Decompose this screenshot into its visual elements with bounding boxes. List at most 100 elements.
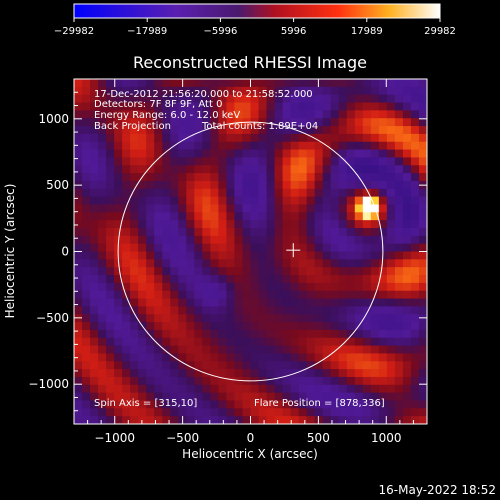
heatmap-cell [226, 408, 236, 417]
heatmap-cell [122, 369, 131, 378]
heatmap-cell [186, 235, 195, 245]
heatmap-cell [370, 306, 380, 315]
heatmap-cell [122, 79, 131, 88]
heatmap-cell [282, 337, 292, 347]
heatmap-cell [418, 392, 427, 402]
heatmap-cell [418, 400, 427, 409]
heatmap-cell [154, 337, 163, 347]
heatmap-cell [402, 306, 412, 315]
heatmap-cell [298, 337, 308, 347]
heatmap-cell [74, 204, 83, 213]
heatmap-cell [402, 259, 412, 268]
heatmap-cell [82, 180, 91, 190]
heatmap-cell [274, 392, 284, 402]
heatmap-cell [210, 204, 220, 213]
heatmap-cell [386, 314, 396, 323]
heatmap-cell [378, 361, 388, 370]
heatmap-cell [130, 173, 139, 182]
heatmap-cell [114, 384, 123, 394]
heatmap-cell [274, 306, 284, 315]
heatmap-cell [282, 180, 292, 190]
heatmap-cell [210, 212, 220, 221]
heatmap-cell [226, 353, 236, 362]
heatmap-cell [298, 149, 308, 159]
heatmap-cell [354, 79, 364, 88]
heatmap-cell [178, 227, 187, 237]
heatmap-cell [386, 345, 396, 355]
heatmap-cell [186, 392, 195, 402]
heatmap-cell [290, 376, 300, 386]
heatmap-cell [170, 306, 179, 315]
heatmap-cell [82, 322, 91, 331]
heatmap-cell [218, 298, 228, 307]
heatmap-cell [354, 220, 364, 229]
heatmap-cell [394, 133, 404, 143]
heatmap-cell [266, 306, 276, 315]
heatmap-cell [306, 133, 316, 143]
heatmap-cell [154, 102, 163, 111]
heatmap-cell [170, 227, 179, 237]
heatmap-cell [346, 329, 356, 339]
heatmap-cell [82, 118, 91, 127]
heatmap-cell [234, 376, 244, 386]
heatmap-cell [138, 243, 147, 253]
heatmap-cell [162, 259, 171, 268]
heatmap-cell [354, 306, 364, 315]
heatmap-cell [250, 361, 260, 370]
heatmap-cell [346, 173, 356, 182]
heatmap-cell [362, 275, 372, 284]
heatmap-cell [394, 196, 404, 206]
heatmap-cell [138, 376, 147, 386]
heatmap-cell [162, 94, 171, 104]
heatmap-cell [106, 86, 115, 96]
heatmap-cell [106, 298, 115, 307]
heatmap-cell [306, 384, 316, 394]
heatmap-cell [226, 282, 236, 292]
heatmap-cell [250, 180, 260, 190]
heatmap-cell [282, 141, 292, 151]
heatmap-cell [202, 267, 211, 276]
heatmap-cell [74, 79, 83, 88]
heatmap-cell [154, 79, 163, 88]
heatmap-cell [322, 212, 332, 221]
heatmap-cell [378, 376, 388, 386]
heatmap-cell [162, 126, 171, 135]
heatmap-cell [202, 133, 211, 143]
heatmap-cell [298, 86, 308, 96]
heatmap-cell [98, 149, 107, 159]
heatmap-cell [418, 353, 427, 362]
heatmap-cell [90, 353, 99, 362]
heatmap-cell [346, 180, 356, 190]
heatmap-cell [378, 212, 388, 221]
heatmap-cell [114, 188, 123, 198]
heatmap-cell [194, 267, 203, 276]
heatmap-cell [290, 337, 300, 347]
heatmap-cell [178, 196, 187, 206]
heatmap-cell [226, 369, 236, 378]
heatmap-cell [186, 369, 195, 378]
heatmap-cell [402, 102, 412, 111]
heatmap-cell [266, 243, 276, 253]
heatmap-cell [378, 400, 388, 409]
heatmap-cell [274, 275, 284, 284]
heatmap-cell [242, 384, 252, 394]
heatmap-cell [378, 141, 388, 151]
heatmap-cell [178, 392, 187, 402]
heatmap-cell [306, 267, 316, 276]
heatmap-cell [306, 337, 316, 347]
heatmap-cell [130, 337, 139, 347]
heatmap-cell [306, 322, 316, 331]
heatmap-cell [106, 196, 115, 206]
heatmap-cell [346, 361, 356, 370]
heatmap-cell [82, 133, 91, 143]
heatmap-cell [202, 329, 211, 339]
heatmap-cell [402, 361, 412, 370]
heatmap-cell [274, 196, 284, 206]
heatmap-cell [274, 94, 284, 104]
heatmap-cell [106, 227, 115, 237]
heatmap-cell [274, 337, 284, 347]
heatmap-cell [330, 149, 340, 159]
heatmap-cell [226, 133, 236, 143]
heatmap-cell [162, 384, 171, 394]
heatmap-cell [362, 361, 372, 370]
